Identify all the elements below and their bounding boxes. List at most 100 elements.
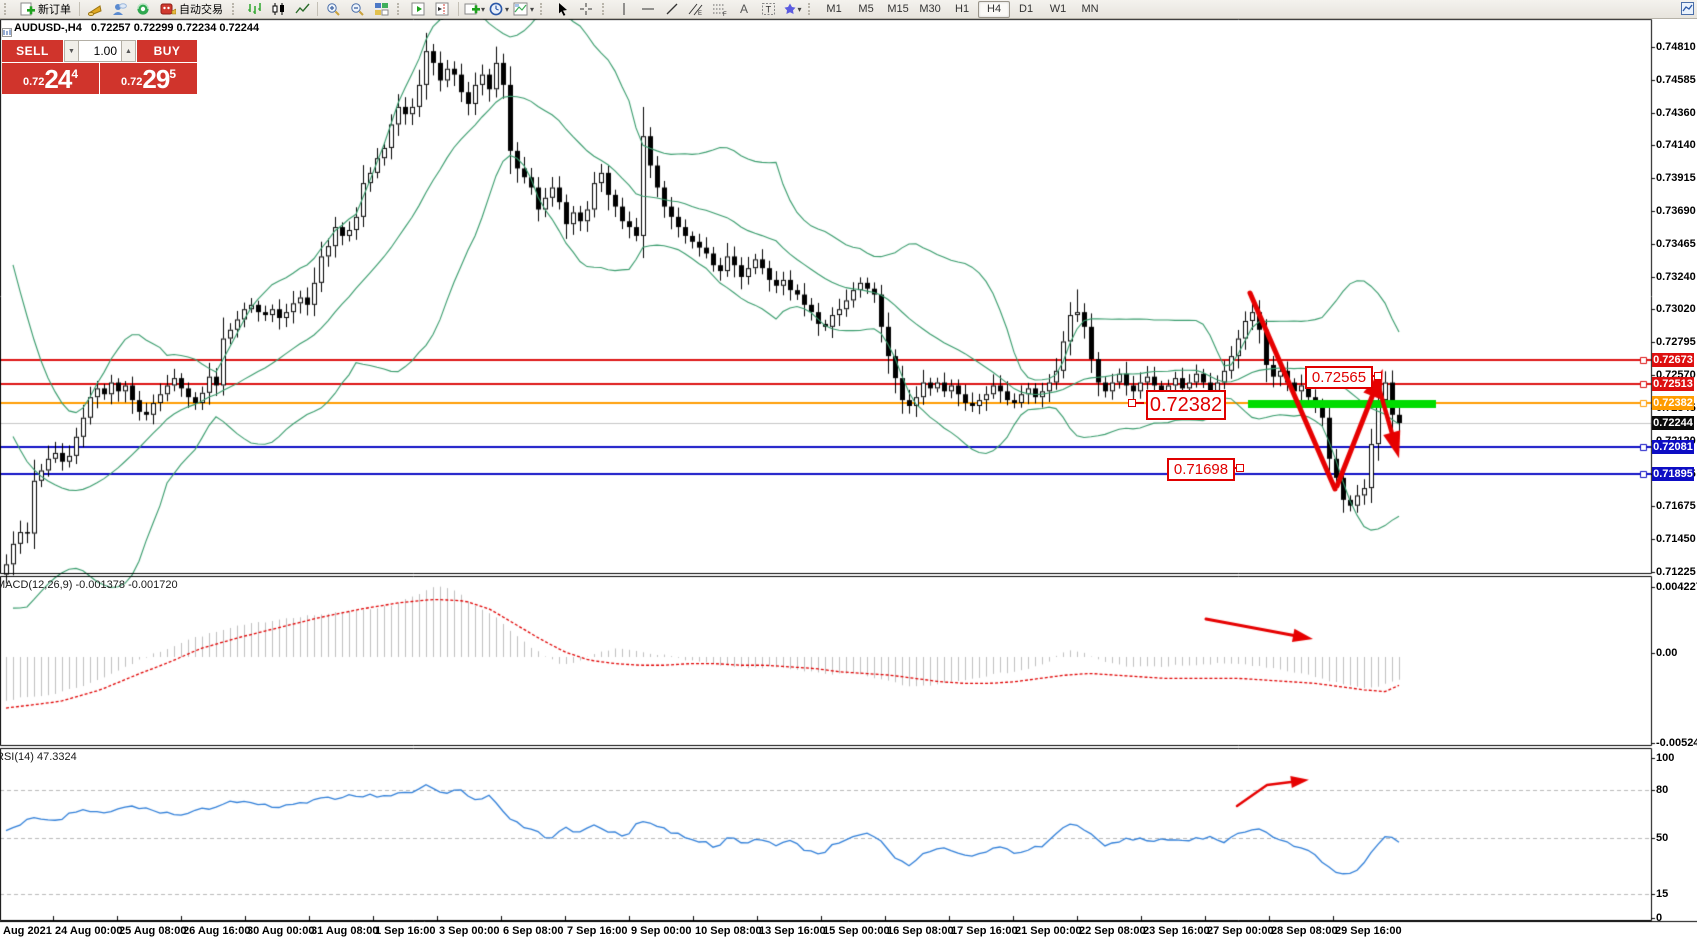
sell-price[interactable]: 0.72 24 4 — [2, 63, 100, 94]
time-axis-label: 23 Sep 16:00 — [1143, 925, 1210, 937]
templates-button[interactable]: ▾ — [511, 0, 536, 18]
crosshair-button[interactable] — [574, 0, 598, 18]
new-order-label: 新订单 — [38, 4, 71, 16]
time-axis-label: 9 Sep 00:00 — [631, 925, 692, 937]
time-axis-label: 22 Sep 08:00 — [1079, 925, 1146, 937]
svg-text:F: F — [723, 12, 727, 16]
zoom-in-button[interactable] — [321, 0, 345, 18]
macd-tick-label: 0.00 — [1656, 647, 1678, 659]
arrows-icon — [783, 2, 797, 16]
alerts-icon — [87, 2, 103, 16]
buy-price[interactable]: 0.72 29 5 — [100, 63, 197, 94]
text-button[interactable]: A — [732, 0, 756, 18]
level-price-badge: 0.71895 — [1652, 467, 1694, 481]
time-axis-label: 30 Aug 00:00 — [247, 925, 315, 937]
time-axis-year-label: Aug 2021 — [3, 925, 52, 937]
timeframe-M1[interactable]: M1 — [826, 3, 842, 15]
annotation-price-label[interactable]: 0.72565 — [1305, 366, 1373, 389]
level-price-badge: 0.72382 — [1652, 396, 1694, 410]
time-axis-label: 25 Aug 08:00 — [119, 925, 187, 937]
new-order-button[interactable]: 新订单 — [14, 0, 76, 18]
price-tick-label: 0.73020 — [1656, 303, 1696, 316]
trendline-icon — [665, 2, 679, 16]
indicators-icon — [464, 2, 480, 16]
timeframe-W1[interactable]: W1 — [1049, 3, 1067, 15]
line-chart-button[interactable] — [290, 0, 314, 18]
indicators-button[interactable]: ▾ — [462, 0, 487, 18]
autotrade-label: 自动交易 — [179, 4, 223, 16]
text-label-button[interactable]: T — [756, 0, 780, 18]
timeframe-M30[interactable]: M30 — [919, 3, 941, 15]
autotrade-button[interactable]: 自动交易 — [155, 0, 228, 18]
window-mini-icon[interactable] — [1681, 2, 1694, 15]
volume-stepper: ▼ 1.00 ▲ — [64, 40, 136, 62]
volume-value[interactable]: 1.00 — [79, 40, 121, 62]
rsi-tick-label: 50 — [1656, 832, 1669, 844]
macd-tick-label: 0.004227 — [1656, 581, 1697, 593]
timeframe-M5[interactable]: M5 — [858, 3, 874, 15]
price-tick-label: 0.74810 — [1656, 40, 1696, 53]
annotation-connector — [1132, 402, 1144, 404]
line-chart-icon — [294, 2, 310, 16]
rsi-tick-label: 0 — [1656, 912, 1663, 924]
timeframe-MN[interactable]: MN — [1081, 3, 1099, 15]
fibonacci-button[interactable]: F — [708, 0, 732, 18]
price-tick-label: 0.71225 — [1656, 566, 1696, 579]
time-axis-label: 29 Sep 16:00 — [1335, 925, 1402, 937]
community-button[interactable] — [107, 0, 131, 18]
sell-price-big: 24 — [44, 64, 72, 94]
time-axis-label: 13 Sep 16:00 — [759, 925, 826, 937]
level-price-badge: 0.72513 — [1652, 377, 1694, 391]
one-click-trade-panel: SELL ▼ 1.00 ▲ BUY 0.72 24 4 0.72 29 5 — [2, 40, 197, 94]
timeframe-M15[interactable]: M15 — [887, 3, 909, 15]
annotation-connector — [1374, 371, 1382, 380]
hline-button[interactable] — [636, 0, 660, 18]
annotation-price-label[interactable]: 0.72382 — [1146, 390, 1226, 420]
zoom-out-button[interactable] — [345, 0, 369, 18]
sell-price-small: 0.72 — [22, 76, 45, 88]
annotation-connector — [1128, 399, 1136, 407]
timeframe-H1[interactable]: H1 — [955, 3, 970, 15]
svg-text:T: T — [765, 5, 771, 15]
annotation-price-label[interactable]: 0.71698 — [1167, 458, 1235, 481]
chart-shift-button[interactable] — [431, 0, 455, 18]
candlestick-button[interactable] — [266, 0, 290, 18]
signals-button[interactable] — [131, 0, 155, 18]
timeframe-D1[interactable]: D1 — [1019, 3, 1034, 15]
community-icon — [111, 2, 127, 16]
toolbar-grip — [4, 3, 11, 15]
time-axis-label: 10 Sep 08:00 — [695, 925, 762, 937]
price-tick-label: 0.73690 — [1656, 204, 1696, 217]
periods-button[interactable]: ▾ — [487, 0, 511, 18]
timeframe-H4[interactable]: H4 — [978, 0, 1011, 18]
tile-windows-button[interactable] — [369, 0, 393, 18]
arrows-button[interactable]: ▾ — [780, 0, 804, 18]
time-axis-label: 7 Sep 16:00 — [567, 925, 628, 937]
periods-icon — [489, 2, 504, 16]
crosshair-icon — [579, 2, 593, 16]
rsi-tick-label: 100 — [1656, 752, 1675, 764]
volume-increase-button[interactable]: ▲ — [121, 40, 136, 62]
auto-scroll-button[interactable] — [407, 0, 431, 18]
time-axis-label: 1 Sep 16:00 — [375, 925, 436, 937]
alerts-button[interactable] — [83, 0, 107, 18]
vline-button[interactable] — [612, 0, 636, 18]
chart-shift-icon — [435, 2, 451, 16]
buy-price-sup: 5 — [169, 67, 177, 81]
channel-button[interactable]: E — [684, 0, 708, 18]
cursor-button[interactable] — [550, 0, 574, 18]
time-axis-label: 15 Sep 00:00 — [823, 925, 890, 937]
tile-windows-icon — [374, 2, 389, 16]
text-icon: A — [740, 2, 749, 16]
zoom-in-icon — [326, 2, 341, 16]
buy-button[interactable]: BUY — [136, 40, 197, 62]
current-price-badge: 0.72244 — [1652, 416, 1694, 430]
price-tick-label: 0.71675 — [1656, 500, 1696, 513]
sell-button[interactable]: SELL — [2, 40, 64, 62]
channel-icon: E — [688, 2, 704, 16]
bar-chart-button[interactable] — [242, 0, 266, 18]
sell-price-sup: 4 — [71, 67, 79, 81]
trendline-button[interactable] — [660, 0, 684, 18]
volume-decrease-button[interactable]: ▼ — [64, 40, 79, 62]
